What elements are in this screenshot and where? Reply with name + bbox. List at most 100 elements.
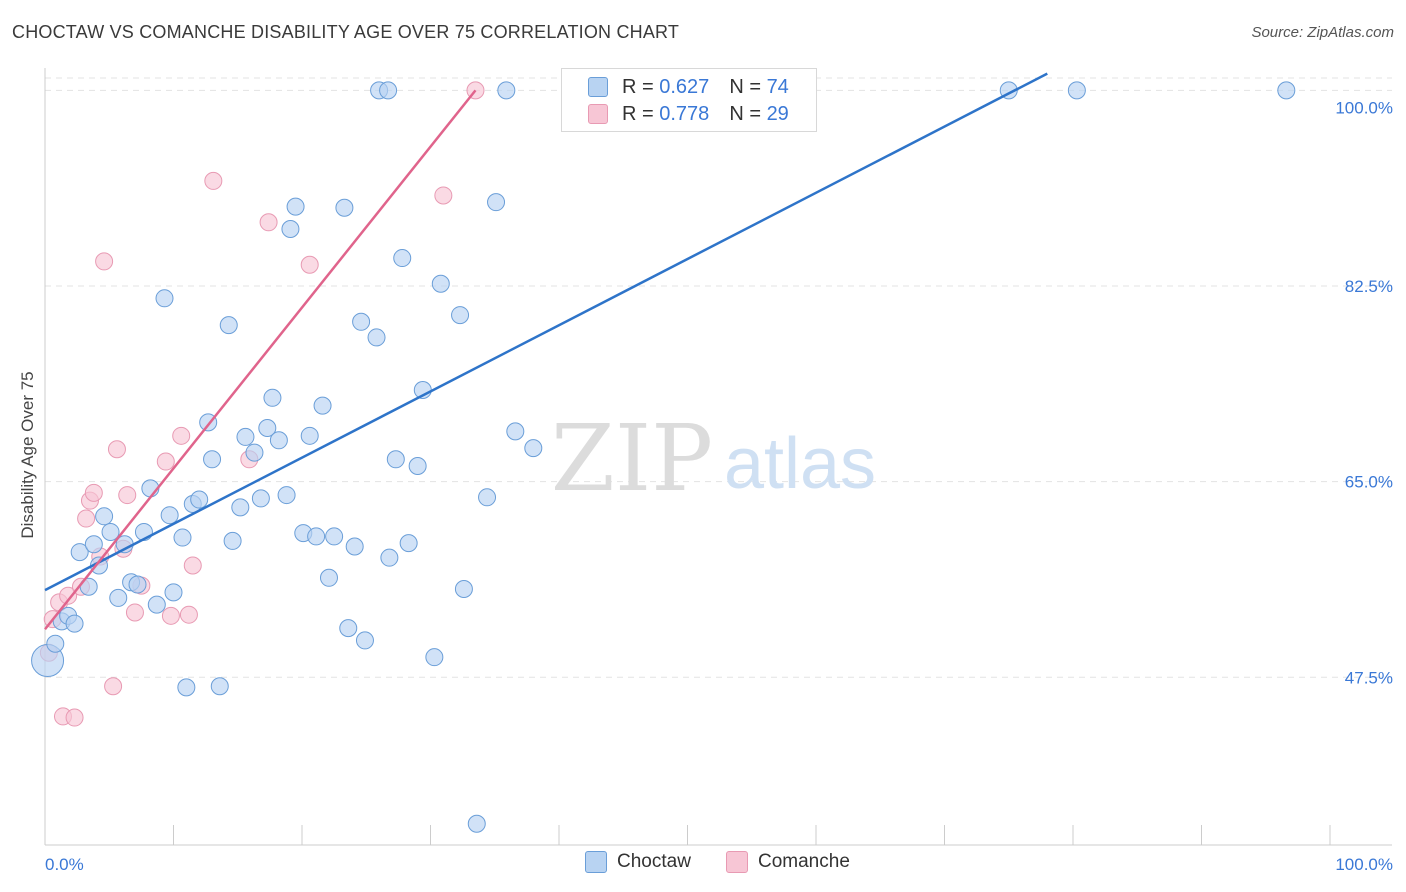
x-tick-label-max: 100.0% (1335, 855, 1393, 874)
choctaw-point (325, 527, 344, 546)
choctaw-point (147, 595, 166, 614)
x-tick-label-min: 0.0% (45, 855, 84, 874)
y-tick-label: 82.5% (1345, 277, 1393, 296)
choctaw-point (506, 422, 525, 441)
choctaw-point (263, 388, 282, 407)
choctaw-point (467, 814, 486, 833)
stats-legend: R = 0.627 N = 74 R = 0.778 N = 29 (561, 68, 817, 132)
comanche-point (107, 440, 126, 459)
choctaw-point (425, 648, 444, 667)
comanche-point (59, 586, 78, 605)
choctaw-point (46, 634, 65, 653)
choctaw-point (497, 81, 516, 100)
legend-row-choctaw: R = 0.627 N = 74 (588, 74, 789, 100)
choctaw-point (451, 306, 470, 325)
comanche-legend-label: Comanche (758, 851, 850, 872)
x-tick-labels: 0.0% 100.0% (45, 855, 1393, 874)
chart-title: CHOCTAW VS COMANCHE DISABILITY AGE OVER … (12, 22, 680, 42)
choctaw-point (173, 528, 192, 547)
choctaw-point (431, 274, 450, 293)
comanche-point (179, 605, 198, 624)
choctaw-point (307, 527, 326, 546)
n-value: 29 (766, 102, 789, 125)
choctaw-trend-line (44, 72, 1048, 592)
choctaw-point (487, 193, 506, 212)
choctaw-point (286, 197, 305, 216)
choctaw-point (258, 418, 277, 437)
choctaw-point (379, 81, 398, 100)
comanche-point (84, 483, 103, 502)
y-tick-label: 47.5% (1345, 668, 1393, 687)
choctaw-point (524, 439, 543, 458)
y-axis-label: Disability Age Over 75 (18, 371, 37, 539)
choctaw-point (345, 537, 364, 556)
choctaw-point (109, 588, 128, 607)
r-label: R = (622, 102, 654, 125)
choctaw-point (319, 568, 338, 587)
choctaw-point (399, 534, 418, 553)
choctaw-legend-swatch (585, 851, 607, 873)
comanche-point (183, 556, 202, 575)
comanche-swatch (588, 104, 608, 124)
watermark-zip: ZIP (551, 405, 713, 512)
choctaw-point (231, 498, 250, 517)
r-label: R = (622, 75, 654, 98)
choctaw-point (313, 396, 332, 415)
choctaw-point (84, 535, 103, 554)
comanche-legend-swatch (726, 851, 748, 873)
choctaw-point (245, 443, 264, 462)
r-value: 0.627 (659, 75, 710, 98)
comanche-point (172, 426, 191, 445)
r-value: 0.778 (659, 102, 710, 125)
comanche-point (104, 677, 123, 696)
comanche-point (259, 213, 278, 232)
choctaw-point (101, 522, 120, 541)
comanche-point (118, 486, 137, 505)
choctaw-point (164, 583, 183, 602)
n-label: N = (729, 102, 761, 125)
legend-item-comanche: Comanche (726, 851, 850, 873)
comanche-point (65, 708, 84, 727)
choctaw-point (70, 543, 89, 562)
n-label: N = (729, 75, 761, 98)
choctaw-point (223, 531, 242, 550)
y-tick-label: 65.0% (1345, 473, 1393, 492)
source-label: Source: ZipAtlas.com (1251, 24, 1394, 41)
choctaw-point (352, 312, 371, 331)
choctaw-point (65, 614, 84, 633)
choctaw-point (160, 506, 179, 525)
choctaw-point (210, 677, 229, 696)
comanche-points (39, 81, 485, 727)
choctaw-point (277, 486, 296, 505)
choctaw-point (177, 678, 196, 697)
comanche-point (77, 509, 96, 528)
choctaw-point (393, 249, 412, 268)
choctaw-points (31, 81, 1296, 833)
y-tick-label: 100.0% (1335, 98, 1393, 117)
comanche-trend-line (44, 89, 477, 631)
choctaw-point (128, 575, 147, 594)
comanche-point (95, 252, 114, 271)
choctaw-legend-label: Choctaw (617, 851, 691, 872)
choctaw-point (236, 427, 255, 446)
choctaw-point (380, 548, 399, 567)
choctaw-point (281, 219, 300, 238)
choctaw-point (219, 316, 238, 335)
watermark-atlas: atlas (724, 424, 876, 504)
comanche-point (156, 452, 175, 471)
choctaw-point (335, 198, 354, 217)
comanche-point (300, 255, 319, 274)
choctaw-swatch (588, 77, 608, 97)
n-value: 74 (766, 75, 789, 98)
choctaw-point (386, 450, 405, 469)
choctaw-point (155, 289, 174, 308)
comanche-point (204, 171, 223, 190)
choctaw-point (367, 328, 386, 347)
choctaw-point (1277, 81, 1296, 100)
choctaw-point (203, 450, 222, 469)
choctaw-point (454, 579, 473, 598)
axes (44, 68, 1392, 846)
choctaw-point (1067, 81, 1086, 100)
legend-row-comanche: R = 0.778 N = 29 (588, 101, 789, 127)
